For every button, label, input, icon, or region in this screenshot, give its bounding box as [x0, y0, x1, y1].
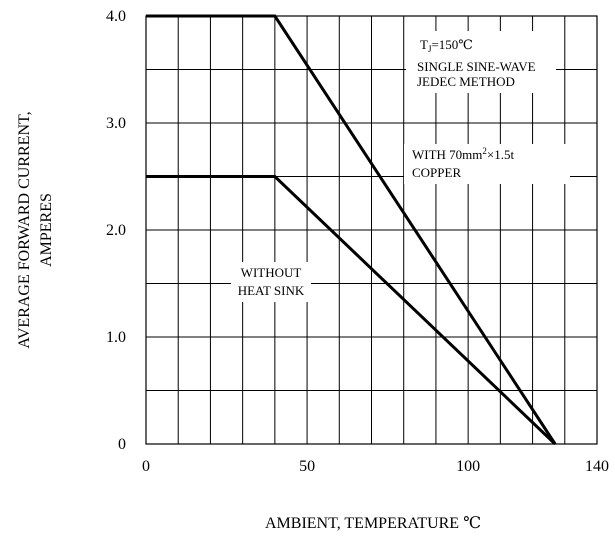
y-tick-label: 0	[118, 436, 126, 453]
y-axis-label-line2: AMPERES	[38, 193, 55, 267]
y-tick-label: 2.0	[106, 222, 126, 239]
annotation-box-copper	[404, 144, 570, 184]
series-group	[146, 14, 557, 446]
y-tick-label: 3.0	[106, 115, 126, 132]
plot-border	[145, 15, 598, 445]
y-tick-label: 1.0	[106, 329, 126, 346]
series-line-2	[146, 175, 557, 446]
y-axis-label-line1: AVERAGE FORWARD CURRENT,	[16, 111, 33, 348]
x-axis-label: AMBIENT, TEMPERATURE ℃	[265, 515, 481, 532]
annotation-box-tj	[406, 31, 556, 93]
tick-labels: 0 50 100 140 0 1.0 2.0 3.0 4.0	[106, 8, 609, 475]
x-tick-label: 100	[456, 458, 480, 475]
annotation-box-heatsink	[231, 262, 311, 302]
plot-frame	[145, 15, 598, 445]
annotation-without: WITHOUT	[241, 265, 302, 280]
annotation-heat-sink: HEAT SINK	[238, 283, 305, 298]
y-tick-label: 4.0	[106, 8, 126, 25]
annotation-copper: COPPER	[412, 165, 461, 180]
series-line-1	[146, 14, 557, 445]
x-tick-label: 140	[585, 458, 609, 475]
annotation-with-copper: WITH 70mm2×1.5t	[412, 146, 514, 162]
annotation-jedec: JEDEC METHOD	[417, 74, 515, 89]
x-tick-label: 0	[142, 458, 150, 475]
annotation-tj: TJ=150℃	[420, 37, 473, 54]
x-tick-label: 50	[299, 458, 315, 475]
annotation-single-sine: SINGLE SINE-WAVE	[417, 59, 536, 74]
